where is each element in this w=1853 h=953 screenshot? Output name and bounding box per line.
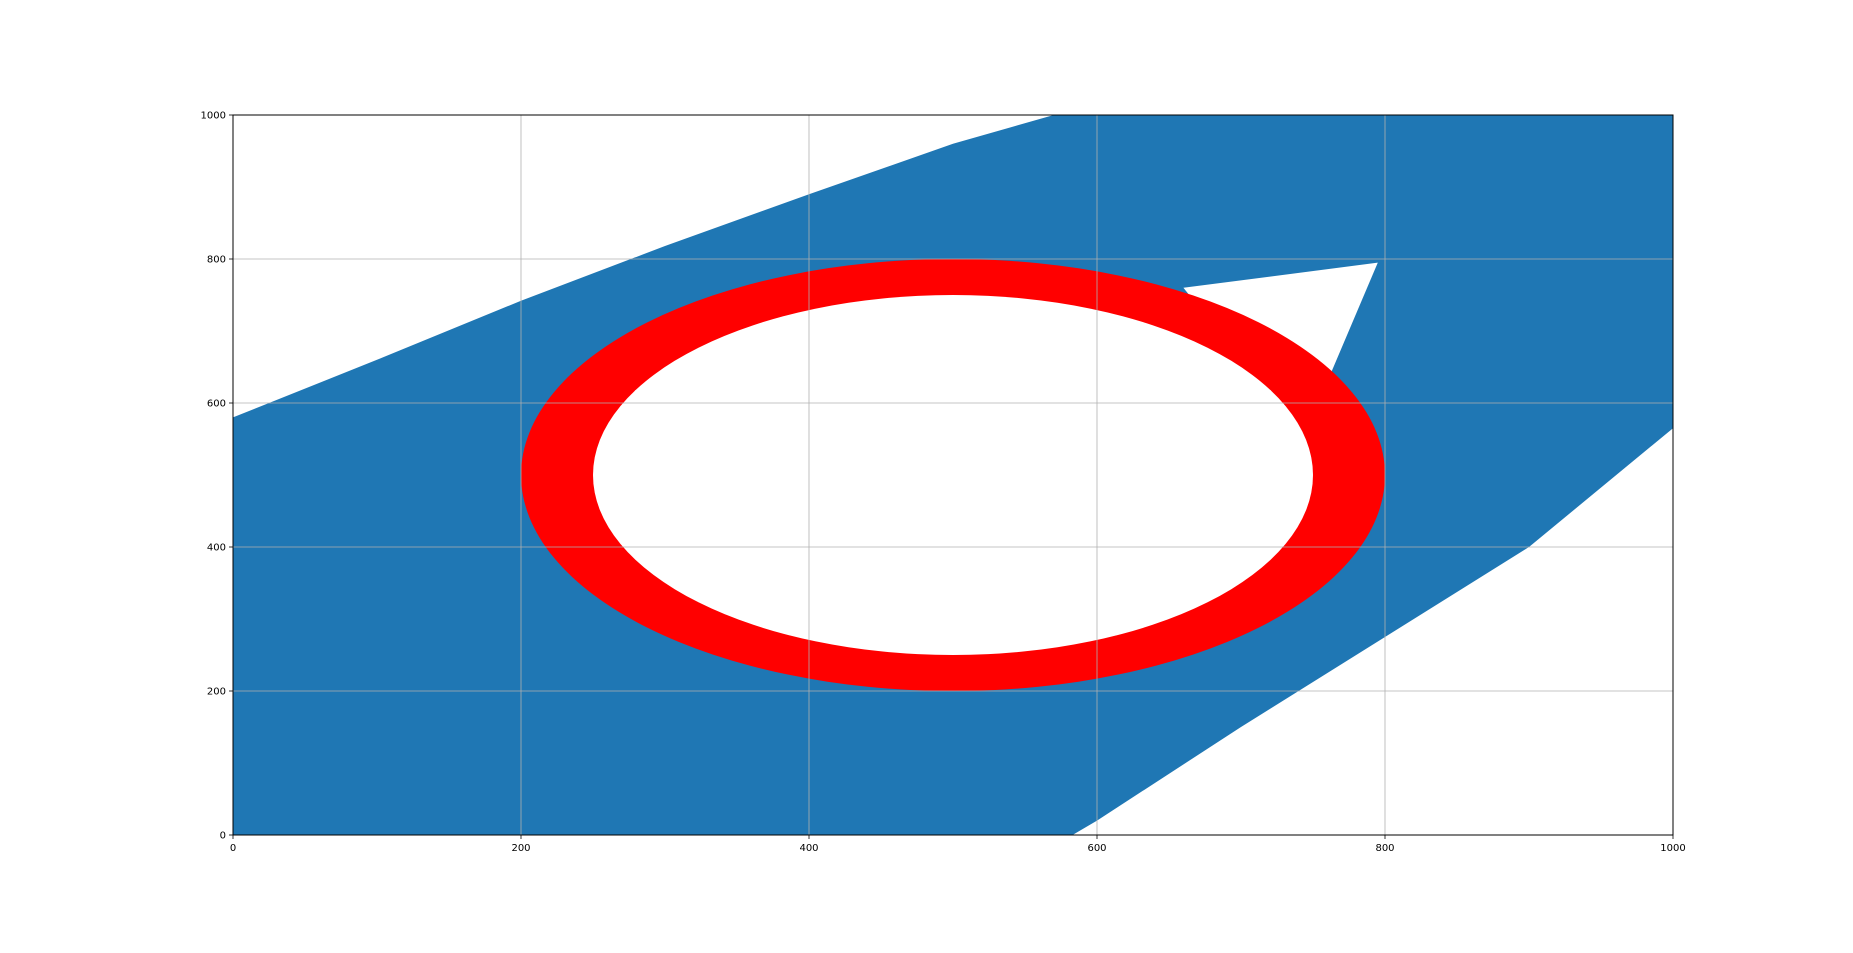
x-tick-label: 600: [1087, 843, 1106, 854]
x-tick-label: 1000: [1660, 843, 1685, 854]
plot-area: [233, 115, 1673, 835]
axes-frame: [232, 114, 1674, 836]
white-notch: [1183, 262, 1378, 382]
y-tick-label: 0: [220, 831, 226, 842]
x-tick-label: 200: [511, 843, 530, 854]
y-tick-label: 400: [207, 543, 226, 554]
x-tick-label: 800: [1375, 843, 1394, 854]
x-tick-label: 400: [799, 843, 818, 854]
x-tick-label: 0: [230, 843, 236, 854]
y-tick-label: 800: [207, 255, 226, 266]
tick-labels: 0 200 400 600 800 1000 0 200 400 600 800 1000: [201, 111, 1686, 855]
y-tick-label: 600: [207, 399, 226, 410]
axes: [229, 114, 1674, 839]
y-tick-label: 200: [207, 687, 226, 698]
ring-inner: [593, 295, 1313, 655]
y-tick-label: 1000: [201, 111, 226, 122]
